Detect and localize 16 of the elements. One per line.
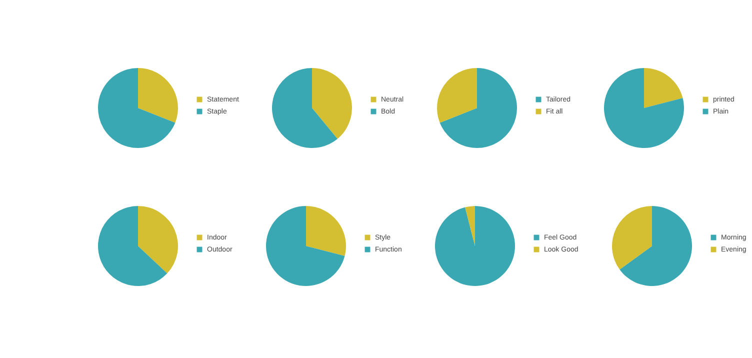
pie-slice [465,206,475,246]
pie-slice [312,68,352,139]
pie-slice [620,206,692,286]
pie-slice [138,68,178,123]
pie-slice [644,68,683,108]
pie-slice [437,68,477,123]
pie-slice [272,68,338,148]
pie-slice [98,206,168,286]
pie-slice [98,68,176,148]
pie-slice [440,68,517,148]
pie-slice [604,68,684,148]
pie-slice [435,206,515,286]
pie-slice [612,206,652,270]
pie-slice [306,206,346,256]
pie-slice [266,206,345,286]
pie-slice [138,206,178,274]
